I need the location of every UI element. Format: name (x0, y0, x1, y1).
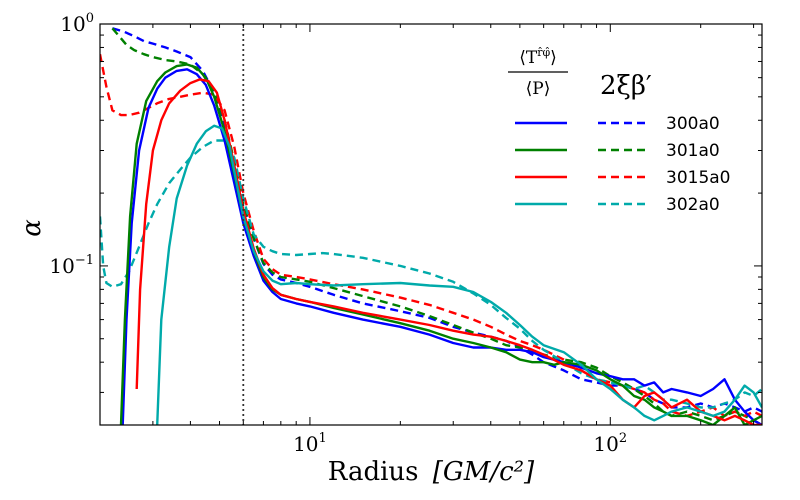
x-axis-label-text: Radius (328, 457, 419, 487)
x-tick-label: 101 (293, 431, 327, 456)
legend-solid-header-close: ⟩ (550, 48, 557, 68)
legend: ⟨Tr̂φ̂⟩ ⟨P⟩ 2ξβ′ 300a0 301a0 3015a0 302a0 (508, 46, 731, 215)
legend-label-3015a0: 3015a0 (666, 168, 731, 188)
legend-label-302a0: 302a0 (666, 195, 720, 215)
x-axis-label-units: [GM/c²] (433, 457, 535, 487)
svg-text:⟨Tr̂φ̂⟩: ⟨Tr̂φ̂⟩ (519, 46, 557, 68)
tick-layer: 101 102 10−1 100 (49, 11, 762, 456)
y-tick-label: 10−1 (49, 253, 94, 278)
legend-solid-header-superscript: r̂φ̂ (537, 46, 550, 59)
series-layer (100, 27, 762, 425)
y-tick-label: 100 (60, 11, 94, 36)
legend-dashed-header: 2ξβ′ (600, 71, 652, 101)
legend-entries: 300a0 301a0 3015a0 302a0 (515, 114, 731, 215)
legend-solid-header-denominator: ⟨P⟩ (526, 79, 551, 99)
series-302a0-dashed (100, 139, 762, 409)
legend-solid-header-numerator: ⟨T (519, 48, 538, 68)
legend-label-300a0: 300a0 (666, 114, 720, 134)
x-axis-label: Radius [GM/c²] (328, 457, 535, 487)
series-301a0-solid (119, 63, 762, 425)
series-300a0-solid (121, 68, 762, 425)
legend-solid-header: ⟨Tr̂φ̂⟩ ⟨P⟩ (508, 46, 568, 99)
y-axis-label: α (17, 219, 47, 237)
legend-label-301a0: 301a0 (666, 141, 720, 161)
series-3015a0-solid (135, 78, 762, 425)
x-tick-label: 102 (593, 431, 627, 456)
plot-frame (99, 23, 763, 426)
series-302a0-solid (156, 124, 762, 425)
